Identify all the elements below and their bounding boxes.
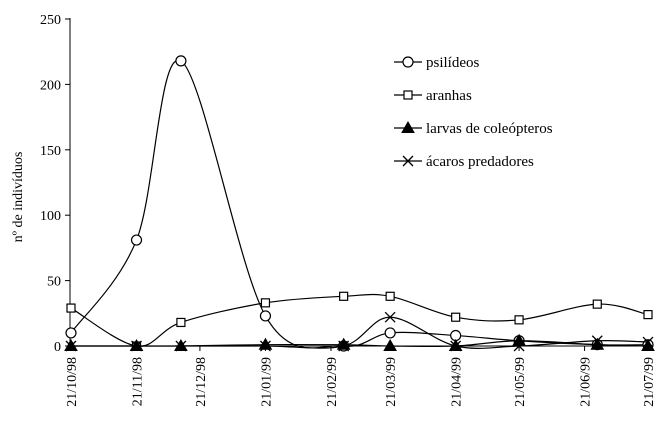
series-3-point <box>383 338 398 351</box>
y-axis-label: nº de indivíduos <box>11 152 26 243</box>
x-tick-label: 21/06/99 <box>579 357 594 407</box>
legend-marker <box>402 155 414 167</box>
x-marker-stroke <box>259 340 271 352</box>
legend: psilídeos aranhas larvas de coleópteros áca… <box>394 55 553 170</box>
series-1-point <box>65 327 77 339</box>
x-marker-stroke <box>402 155 414 167</box>
series-1-point <box>130 234 143 246</box>
x-tick-label: 21/10/98 <box>65 357 80 407</box>
x-marker-stroke <box>591 335 603 347</box>
x-marker-stroke <box>338 340 350 352</box>
legend-item: psilídeos <box>394 55 479 71</box>
legend-label: aranhas <box>426 88 472 104</box>
x-tick-label: 21/04/99 <box>450 357 465 407</box>
legend-label: ácaros predadores <box>426 154 534 170</box>
legend-marker <box>403 90 413 100</box>
series-1-point <box>259 310 272 322</box>
plot-series <box>64 55 655 352</box>
series-2-point <box>451 312 461 322</box>
y-tick-label: 50 <box>47 275 61 290</box>
legend-marker <box>402 56 414 68</box>
series-1-line <box>70 59 649 349</box>
x-marker-stroke <box>513 340 525 352</box>
series-2-point <box>260 298 271 308</box>
x-tick-label: 21/03/99 <box>384 357 399 407</box>
x-tick-label: 21/05/99 <box>513 357 528 407</box>
series-2-point <box>643 310 653 320</box>
series-4-point <box>513 340 525 352</box>
series-4-point <box>384 311 396 323</box>
x-marker-stroke <box>131 340 142 352</box>
series-3-point <box>258 337 273 350</box>
legend-label: larvas de coleópteros <box>426 121 553 137</box>
series-1 <box>65 55 654 352</box>
series-4-point <box>175 340 187 352</box>
series-4-point <box>259 340 271 352</box>
y-tick-label: 100 <box>40 209 61 224</box>
series-2-point <box>514 315 524 325</box>
x-tick-label: 21/02/99 <box>325 357 340 407</box>
x-marker-stroke <box>384 311 396 323</box>
series-2-point <box>66 303 76 313</box>
x-marker-stroke <box>642 336 654 348</box>
x-tick-label: 21/07/99 <box>642 357 657 407</box>
x-marker-stroke <box>450 340 462 352</box>
series-4-line <box>71 316 649 349</box>
legend-label: psilídeos <box>426 55 479 71</box>
legend-item: larvas de coleópteros <box>394 120 553 137</box>
y-tick-label: 0 <box>54 340 61 355</box>
series-4-point <box>450 340 462 352</box>
series-2-point <box>176 317 186 328</box>
series-4-point <box>131 340 142 352</box>
y-tick-label: 200 <box>40 78 61 93</box>
series-1-point <box>175 55 187 67</box>
series-2-point <box>385 291 395 301</box>
x-tick-label: 21/11/98 <box>131 357 146 406</box>
series-2-line <box>70 293 649 347</box>
x-marker-stroke <box>65 340 77 352</box>
series-4-point <box>338 340 350 352</box>
legend-item: aranhas <box>394 88 472 104</box>
x-axis: 21/10/98 21/11/98 21/12/98 21/01/99 21/02/99… <box>65 345 657 407</box>
series-1-point <box>384 327 396 339</box>
series-4-point <box>65 340 77 352</box>
series-4 <box>65 311 654 352</box>
y-axis: 0 50 100 150 200 250 <box>40 13 71 355</box>
series-4-point <box>642 336 654 348</box>
y-tick-label: 250 <box>40 13 61 28</box>
x-marker-stroke <box>175 340 187 352</box>
series-2 <box>66 291 653 351</box>
series-2-point <box>339 291 349 301</box>
x-tick-label: 21/12/98 <box>194 357 209 407</box>
series-4-point <box>591 335 603 347</box>
legend-marker <box>401 120 415 133</box>
legend-item: ácaros predadores <box>394 154 534 170</box>
series-2-point <box>592 299 602 309</box>
y-tick-label: 150 <box>40 144 61 159</box>
x-tick-label: 21/01/99 <box>259 357 274 407</box>
